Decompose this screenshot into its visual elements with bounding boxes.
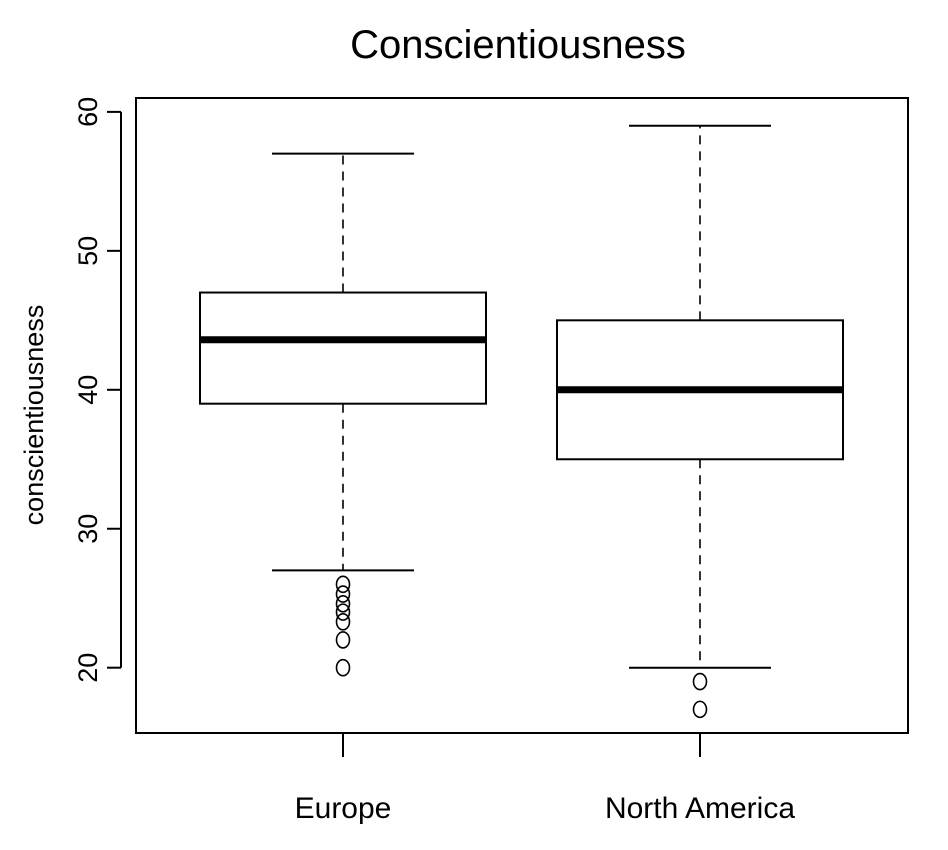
x-tick-label: Europe — [295, 792, 392, 825]
outlier-point — [692, 700, 708, 719]
iqr-box — [199, 291, 487, 405]
outlier-point — [692, 672, 708, 691]
outlier-point — [335, 585, 351, 603]
y-tick-label: 40 — [73, 375, 103, 405]
outlier-point — [335, 603, 351, 621]
outlier-point — [335, 575, 351, 594]
y-tick-label: 30 — [73, 514, 103, 544]
box-europe — [199, 152, 487, 677]
y-tick-label: 50 — [73, 236, 103, 266]
outlier-point — [335, 594, 351, 613]
y-tick-label: 60 — [73, 97, 103, 127]
outlier-point — [335, 613, 351, 631]
x-tick-label: North America — [605, 792, 795, 825]
box-group — [199, 124, 844, 719]
box-north-america — [556, 124, 844, 719]
outlier-point — [335, 658, 351, 677]
chart-title: Conscientiousness — [350, 23, 686, 67]
outlier-point — [335, 631, 351, 649]
plot-frame — [135, 97, 909, 734]
y-axis-label: conscientiousness — [19, 305, 49, 526]
x-axis: Europe North America — [295, 733, 795, 825]
y-axis: 20 30 40 50 60 — [73, 97, 122, 683]
y-tick-label: 20 — [73, 653, 103, 683]
